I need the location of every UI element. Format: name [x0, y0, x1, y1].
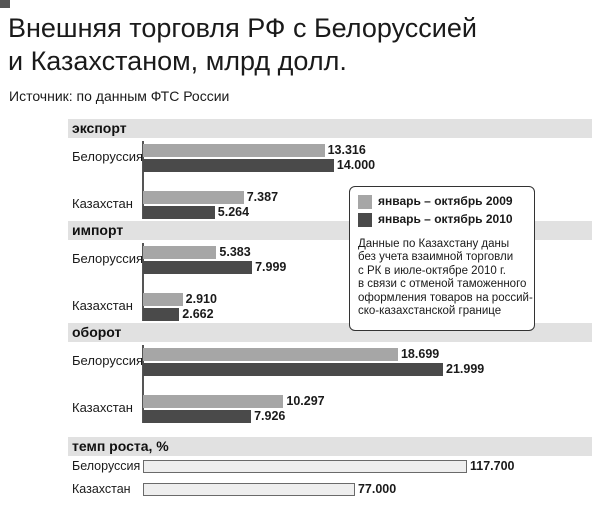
legend-note: Данные по Казахстану даны без учета взаи… [358, 238, 534, 318]
value-label: 7.387 [246, 190, 279, 204]
legend-note-line: без учета взаимной торговли [358, 251, 514, 264]
bar-s2009-kazakhstan [143, 395, 284, 408]
category-label-belarus: Белоруссия [72, 149, 144, 164]
category-label-belarus: Белоруссия [72, 459, 141, 473]
legend-swatch-2010 [358, 213, 372, 227]
value-label: 2.910 [185, 292, 217, 306]
value-label: 117.700 [470, 459, 515, 473]
category-label-belarus: Белоруссия [72, 251, 144, 266]
category-label-kazakhstan: Казахстан [72, 482, 131, 496]
bar-s2010-kazakhstan [143, 206, 215, 219]
chart-title-line-2: и Казахстаном, млрд долл. [8, 46, 347, 76]
value-label: 18.699 [400, 347, 440, 361]
section-header: темп роста, % [68, 437, 592, 456]
bar-s2010-belarus [143, 261, 253, 274]
value-label: 77.000 [357, 482, 397, 496]
value-label: 5.383 [219, 245, 251, 259]
chart-title-line-1: Внешняя торговля РФ с Белоруссией [8, 13, 477, 43]
chart-title: Внешняя торговля РФ с Белоруссией и Каза… [8, 12, 593, 78]
value-label: 21.999 [446, 362, 485, 376]
legend-swatch-2009 [358, 195, 372, 209]
category-label-kazakhstan: Казахстан [72, 196, 133, 211]
value-label: 5.264 [217, 205, 250, 219]
bar-s2009-kazakhstan [143, 191, 244, 204]
legend-label-2010: январь – октябрь 2010 [378, 212, 513, 226]
bar-s2010-belarus [143, 159, 334, 172]
category-label-kazakhstan: Казахстан [72, 298, 133, 313]
legend-label-2009: январь – октябрь 2009 [378, 194, 513, 208]
corner-mark [0, 0, 10, 8]
bar-s2009-belarus [143, 348, 398, 361]
bar-s2010-kazakhstan [143, 410, 252, 423]
bar-s2010-belarus [143, 363, 443, 376]
legend-note-line: ско-казахстанской границе [358, 305, 502, 318]
value-label: 10.297 [286, 394, 325, 408]
category-axis [142, 345, 144, 423]
category-label-kazakhstan: Казахстан [72, 400, 133, 415]
legend: январь – октябрь 2009 январь – октябрь 2… [349, 186, 535, 331]
legend-note-line: в связи с отменой таможенного [358, 278, 527, 291]
bar-s2010-kazakhstan [143, 308, 180, 321]
legend-note-line: с РК в июле-октябре 2010 г. [358, 264, 506, 277]
value-label: 14.000 [336, 158, 376, 172]
legend-note-line: оформления товаров на россий- [358, 291, 533, 304]
bar-s2009-belarus [143, 246, 217, 259]
value-label: 7.926 [254, 409, 286, 423]
section-header: экспорт [68, 119, 592, 138]
category-axis [142, 141, 144, 219]
bar-growth-kazakhstan [143, 483, 355, 496]
category-axis [142, 243, 144, 321]
value-label: 7.999 [255, 260, 287, 274]
category-label-belarus: Белоруссия [72, 353, 144, 368]
bar-s2009-kazakhstan [143, 293, 183, 306]
bar-s2009-belarus [143, 144, 325, 157]
chart-source: Источник: по данным ФТС России [9, 88, 230, 104]
value-label: 13.316 [327, 143, 366, 157]
value-label: 2.662 [182, 307, 214, 321]
legend-note-line: Данные по Казахстану даны [358, 238, 510, 250]
bar-growth-belarus [143, 460, 467, 473]
